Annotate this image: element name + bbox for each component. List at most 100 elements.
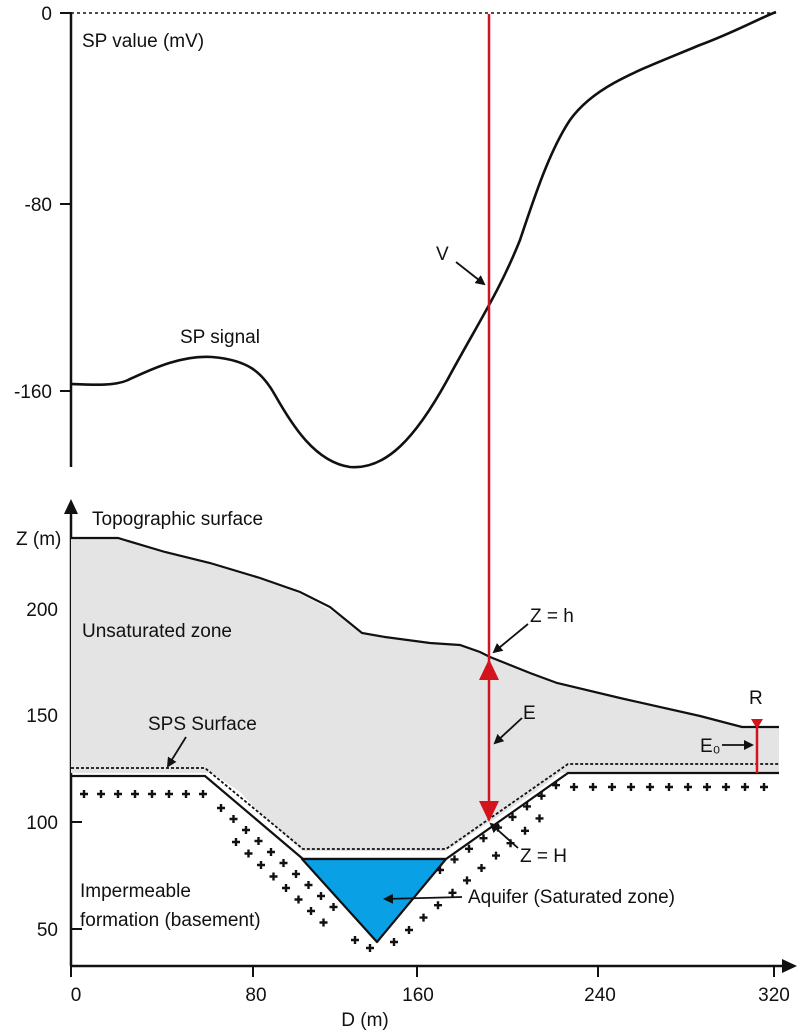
plus-marker-icon <box>436 866 444 874</box>
plus-marker-icon <box>419 913 428 922</box>
plus-marker-icon <box>269 872 278 881</box>
sp-tick-label-160: -160 <box>14 382 52 403</box>
e-pointer-arrow <box>493 717 523 745</box>
arrow-right-icon <box>782 959 797 973</box>
r-arrow-down-icon <box>751 719 763 729</box>
z-axis-title: Z (m) <box>16 529 61 550</box>
plus-marker-icon <box>741 783 749 791</box>
e-label: E <box>523 703 536 724</box>
d-axis-title: D (m) <box>341 1010 388 1031</box>
z-H-pointer-arrow <box>489 822 519 849</box>
plus-marker-icon <box>465 844 473 853</box>
d-tick-label-0: 0 <box>71 985 82 1006</box>
aquifer-label: Aquifer (Saturated zone) <box>468 887 675 908</box>
plus-marker-icon <box>229 815 238 823</box>
plus-marker-icon <box>448 888 457 897</box>
z-h-pointer-arrow <box>492 623 529 654</box>
plus-marker-icon <box>479 834 488 843</box>
red-arrow-down-icon <box>479 801 499 822</box>
plus-marker-icon <box>254 837 263 845</box>
plus-marker-icon <box>97 790 105 798</box>
aquifer-area <box>300 857 448 944</box>
plus-marker-icon <box>535 814 544 823</box>
plus-marker-icon <box>242 826 250 834</box>
plus-marker-group <box>80 781 768 952</box>
sp-y-axis-title: SP value (mV) <box>82 31 204 52</box>
z-equals-h-label: Z = h <box>530 606 574 627</box>
plus-marker-icon <box>608 783 616 791</box>
plus-marker-icon <box>463 876 471 885</box>
plus-marker-icon <box>589 783 597 791</box>
plus-marker-icon <box>80 790 88 798</box>
z-tick-label-100: 100 <box>26 813 58 834</box>
d-tick-label-320: 320 <box>758 985 790 1006</box>
plus-marker-icon <box>552 781 560 790</box>
plus-marker-icon <box>217 804 225 812</box>
impermeable-label-line2: formation (basement) <box>80 910 261 931</box>
plus-marker-icon <box>317 892 325 900</box>
z-equals-H-label: Z = H <box>520 846 567 867</box>
plus-marker-icon <box>760 783 768 791</box>
sp-tick-label-80: -80 <box>25 195 52 216</box>
plus-marker-icon <box>390 938 398 946</box>
plus-marker-icon <box>521 826 529 835</box>
plus-marker-icon <box>267 848 275 856</box>
plus-marker-icon <box>244 849 253 858</box>
sps-pointer-arrow <box>166 736 187 768</box>
plus-marker-icon <box>148 790 156 798</box>
v-point-label: V <box>436 244 449 265</box>
plus-marker-icon <box>508 813 517 821</box>
plus-marker-icon <box>434 901 442 910</box>
sp-signal-label: SP signal <box>180 327 260 348</box>
plus-marker-icon <box>627 783 635 791</box>
plus-marker-icon <box>307 907 315 915</box>
plus-marker-icon <box>294 895 303 904</box>
plus-marker-icon <box>114 790 122 798</box>
plus-marker-icon <box>131 790 139 798</box>
plus-marker-icon <box>279 859 288 867</box>
d-tick-label-160: 160 <box>402 985 434 1006</box>
plus-marker-icon <box>477 864 486 872</box>
sp-tick-label-0: 0 <box>41 4 52 25</box>
impermeable-label-line1: Impermeable <box>80 881 191 902</box>
plus-marker-icon <box>537 791 546 800</box>
plus-marker-icon <box>703 783 711 791</box>
plus-marker-icon <box>492 851 500 860</box>
plus-marker-icon <box>165 790 173 798</box>
arrow-up-icon <box>64 499 78 514</box>
plus-marker-icon <box>722 783 730 791</box>
plus-marker-icon <box>450 855 459 864</box>
aquifer-pointer-arrow <box>383 893 463 904</box>
plus-marker-icon <box>570 783 578 791</box>
plus-marker-icon <box>405 926 413 934</box>
topographic-surface-line <box>71 536 779 729</box>
plus-marker-icon <box>351 936 359 944</box>
unsaturated-zone-area <box>71 538 779 851</box>
plus-marker-icon <box>319 918 328 927</box>
v-pointer-arrow <box>455 261 486 286</box>
d-tick-label-240: 240 <box>584 985 616 1006</box>
plus-marker-icon <box>304 881 313 889</box>
z-tick-label-150: 150 <box>26 706 58 727</box>
unsaturated-zone-label: Unsaturated zone <box>82 621 232 642</box>
r-label: R <box>749 688 763 709</box>
plus-marker-icon <box>199 790 207 798</box>
plus-marker-icon <box>282 884 290 892</box>
z-tick-label-50: 50 <box>37 920 58 941</box>
sps-surface-label: SPS Surface <box>148 714 257 735</box>
plus-marker-icon <box>646 783 654 791</box>
plus-marker-icon <box>232 838 240 846</box>
z-tick-label-200: 200 <box>26 600 58 621</box>
d-tick-label-80: 80 <box>245 985 266 1006</box>
plus-marker-icon <box>257 861 265 869</box>
sp-signal-curve <box>70 10 777 469</box>
topographic-surface-label: Topographic surface <box>92 509 263 530</box>
plus-marker-icon <box>684 783 692 791</box>
plus-marker-icon <box>329 903 338 911</box>
plus-marker-icon <box>665 783 673 791</box>
plus-marker-icon <box>366 944 374 952</box>
plus-marker-icon <box>523 802 531 811</box>
plus-marker-icon <box>292 870 300 878</box>
red-arrow-up-icon <box>479 659 499 680</box>
